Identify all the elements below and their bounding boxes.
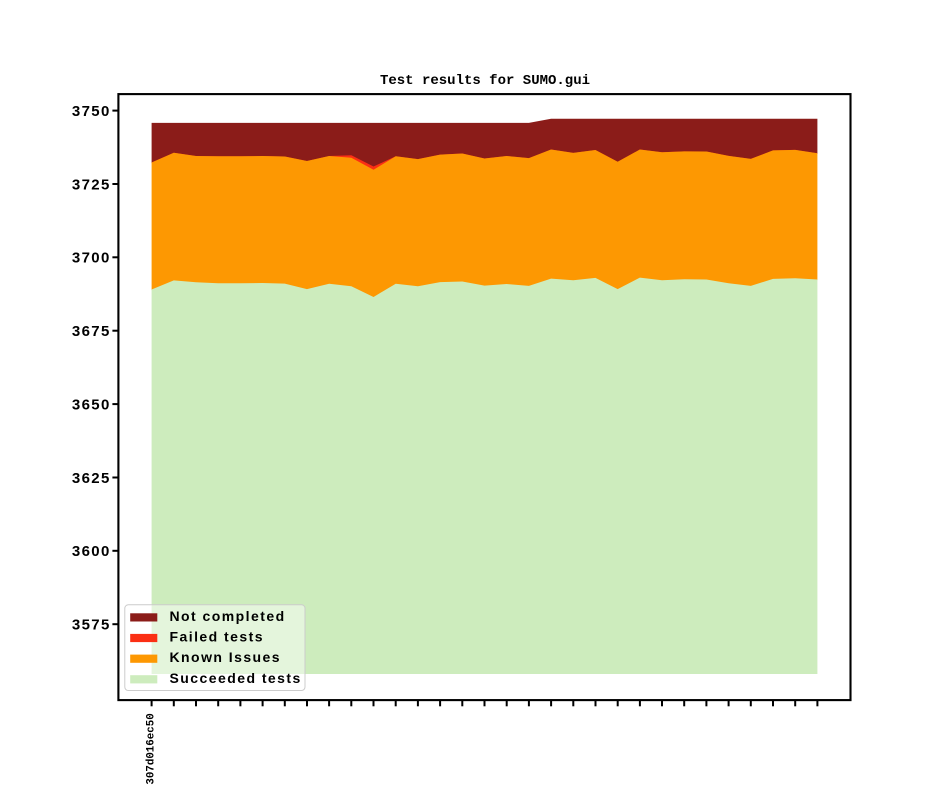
svg-text:3650: 3650 — [72, 396, 111, 413]
svg-text:3750: 3750 — [72, 103, 111, 120]
svg-text:3600: 3600 — [72, 543, 111, 560]
svg-text:3700: 3700 — [72, 250, 111, 267]
svg-text:3625: 3625 — [72, 470, 111, 487]
svg-text:Succeeded tests: Succeeded tests — [170, 670, 302, 686]
svg-text:307d016ec50: 307d016ec50 — [146, 713, 158, 784]
svg-text:3725: 3725 — [72, 176, 111, 193]
svg-text:Known Issues: Known Issues — [170, 649, 282, 665]
svg-text:3575: 3575 — [72, 617, 111, 634]
svg-text:Failed tests: Failed tests — [170, 629, 264, 645]
svg-text:Test results for SUMO.gui: Test results for SUMO.gui — [380, 73, 590, 89]
svg-text:3675: 3675 — [72, 323, 111, 340]
svg-text:Not completed: Not completed — [170, 608, 286, 624]
